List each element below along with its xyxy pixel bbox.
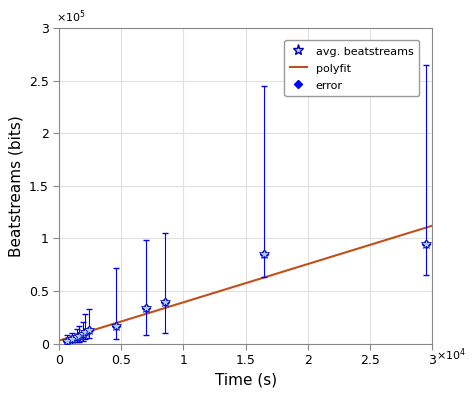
X-axis label: Time (s): Time (s) [215,373,277,388]
Y-axis label: Beatstreams (bits): Beatstreams (bits) [9,115,23,257]
Legend: avg. beatstreams, polyfit, error: avg. beatstreams, polyfit, error [284,40,419,96]
Text: $\times10^5$: $\times10^5$ [55,8,85,25]
Text: $\times10^4$: $\times10^4$ [436,347,466,364]
